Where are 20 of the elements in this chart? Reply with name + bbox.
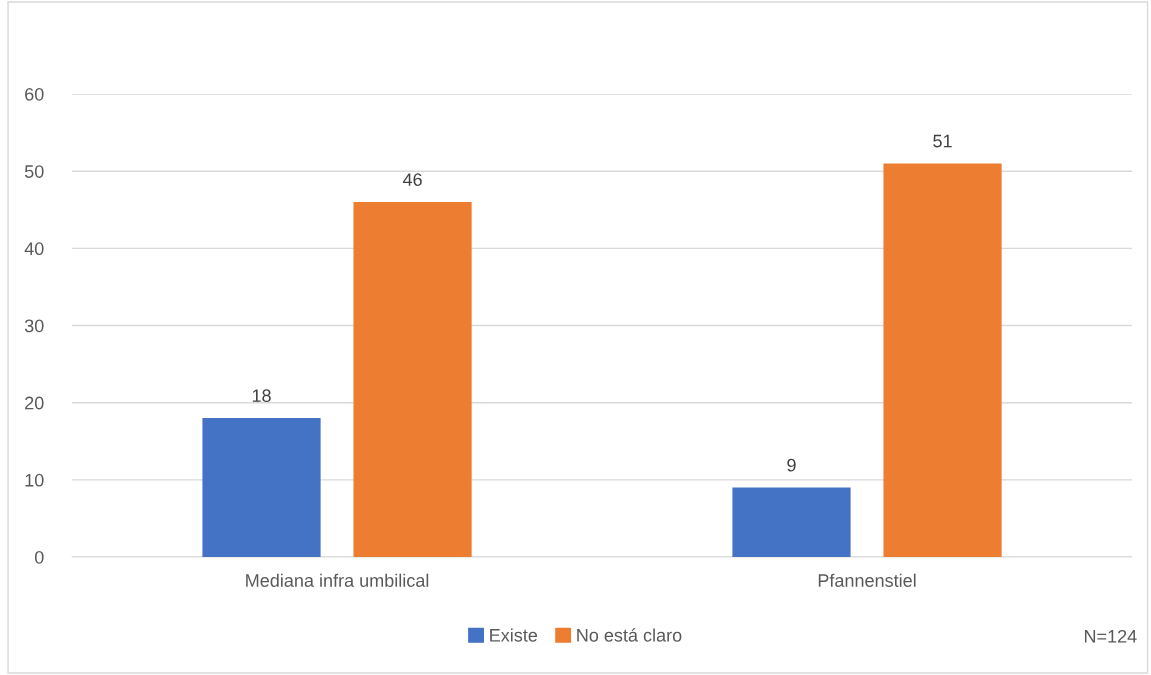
data-label: 18 [252, 389, 271, 403]
y-tick-label: 10 [25, 473, 44, 487]
data-label: 9 [787, 458, 796, 472]
bar [202, 418, 321, 558]
y-tick-label: 0 [34, 550, 44, 564]
y-tick-label: 60 [25, 87, 44, 101]
y-tick-label: 50 [24, 165, 44, 178]
bar [353, 202, 472, 558]
x-tick-label: Mediana infra umbilical [246, 573, 429, 587]
bar [732, 487, 851, 558]
data-label: 46 [402, 173, 422, 186]
data-label: 51 [933, 134, 952, 148]
y-tick-label: 20 [25, 396, 44, 410]
legend-label: No está claro [577, 628, 682, 642]
x-tick-label: Pfannenstiel [818, 573, 916, 587]
y-tick-label: 40 [24, 242, 44, 256]
bar [883, 163, 1002, 558]
legend-label: Existe [490, 628, 538, 642]
y-tick-label: 30 [24, 319, 44, 333]
text: N=124 [1084, 629, 1137, 643]
